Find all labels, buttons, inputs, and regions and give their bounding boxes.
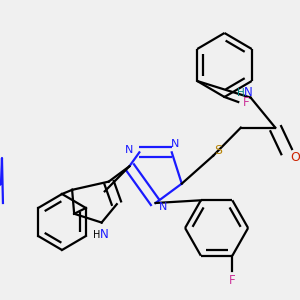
Text: N: N: [159, 202, 168, 212]
Text: F: F: [229, 274, 236, 287]
Text: S: S: [214, 144, 222, 157]
Text: H: H: [93, 230, 100, 240]
Text: O: O: [290, 151, 300, 164]
Text: H: H: [237, 88, 245, 98]
Text: N: N: [125, 145, 134, 155]
Text: N: N: [244, 86, 253, 99]
Text: N: N: [170, 139, 179, 149]
Text: F: F: [243, 95, 249, 109]
Text: N: N: [100, 228, 109, 241]
